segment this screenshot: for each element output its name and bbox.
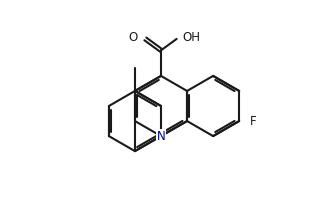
Text: O: O — [128, 31, 138, 44]
Text: F: F — [250, 114, 256, 128]
Text: N: N — [156, 130, 166, 143]
Text: OH: OH — [182, 31, 200, 44]
